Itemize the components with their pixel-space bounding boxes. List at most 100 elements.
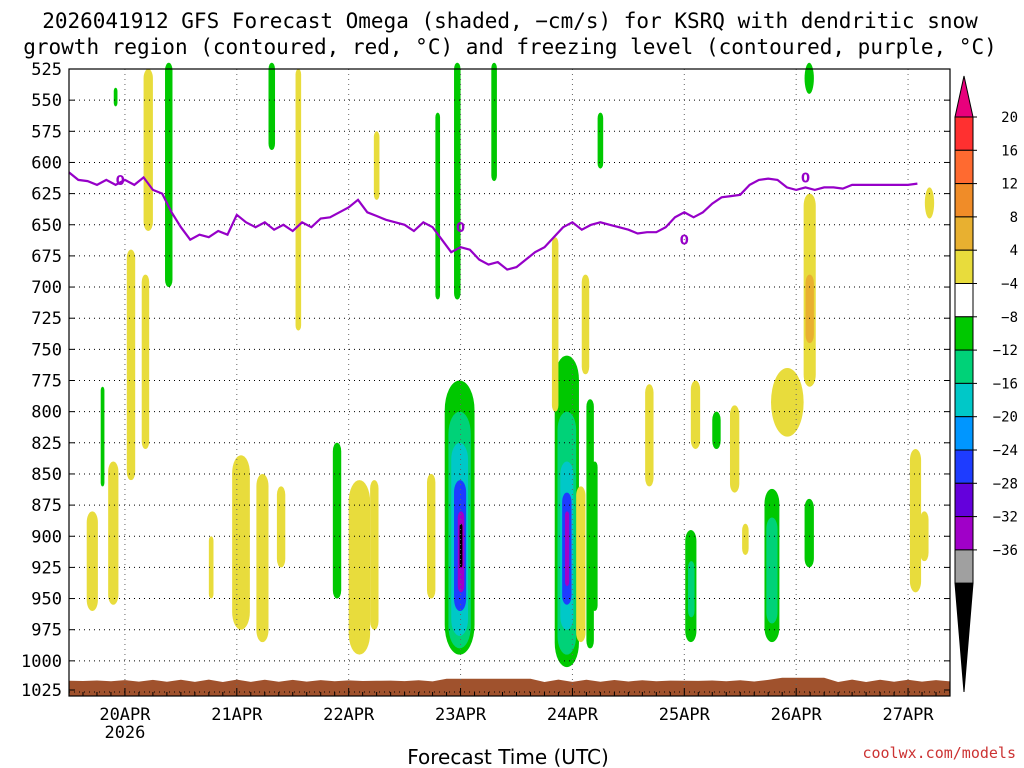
omega-shading (86, 62, 935, 668)
omega-feature (712, 411, 721, 450)
omega-feature (208, 536, 214, 599)
chart-title-line2: growth region (contoured, red, °C) and f… (23, 35, 997, 59)
chart-title-line1: 2026041912 GFS Forecast Omega (shaded, −… (42, 9, 978, 33)
omega-feature (126, 249, 136, 481)
omega-feature (143, 69, 153, 231)
freezing-level-label: 0 (456, 221, 465, 236)
omega-feature (729, 405, 740, 493)
omega-feature (564, 511, 570, 587)
colorbar-label: −16 (993, 376, 1018, 392)
colorbar-segment (954, 516, 974, 551)
y-tick-label: 900 (31, 527, 62, 547)
y-tick-label: 700 (31, 278, 62, 298)
colorbar-label: 4 (1010, 243, 1018, 259)
y-tick-label: 675 (31, 247, 62, 267)
omega-feature (370, 480, 379, 630)
freezing-level-contour: 0 0 0 0 (68, 171, 918, 271)
colorbar-segment (954, 216, 974, 251)
omega-feature (295, 69, 302, 331)
omega-feature (645, 384, 654, 487)
y-tick-label: 825 (31, 434, 62, 454)
freezing-level-label: 0 (116, 174, 125, 189)
grid (69, 69, 950, 696)
y-tick-label: 650 (31, 216, 62, 236)
omega-feature (576, 486, 586, 643)
omega-feature (332, 442, 342, 599)
colorbar-segment (954, 283, 974, 318)
y-tick-label: 1000 (21, 652, 62, 672)
x-tick-label: 22APR (323, 705, 375, 725)
omega-feature (165, 62, 173, 288)
colorbar-segment (954, 349, 974, 384)
omega-feature (766, 517, 778, 624)
freezing-level-line (68, 171, 918, 271)
y-tick-label: 725 (31, 309, 62, 329)
omega-feature (100, 386, 105, 487)
colorbar-label: −4 (1001, 277, 1018, 293)
omega-feature (551, 237, 559, 412)
omega-feature (113, 87, 118, 107)
y-tick-label: 750 (31, 340, 62, 360)
y-tick-label: 950 (31, 590, 62, 610)
freezing-level-label: 0 (680, 234, 689, 249)
colorbar-segment (954, 549, 974, 584)
y-tick-label: 925 (31, 558, 62, 578)
y-tick-label: 600 (31, 153, 62, 173)
colorbar-label: 16 (1001, 143, 1018, 159)
omega-feature (491, 62, 497, 182)
x-tick-label: 26APR (771, 705, 823, 725)
omega-feature (108, 461, 119, 605)
terrain (69, 677, 950, 696)
colorbar: 20 16 12 8 4 −4 −8 −12 −16 −20 −24 −28 −32 −36 (954, 75, 1018, 693)
colorbar-segment (954, 482, 974, 518)
y-tick-label: 875 (31, 496, 62, 516)
omega-feature (268, 62, 276, 150)
omega-feature (688, 561, 695, 618)
omega-feature (454, 62, 461, 300)
colorbar-segment (954, 449, 974, 484)
x-tick-label: 23APR (435, 705, 487, 725)
colorbar-segment (954, 316, 974, 351)
omega-feature (597, 112, 604, 169)
y-tick-label: 775 (31, 372, 62, 392)
colorbar-label: −24 (993, 443, 1018, 459)
freezing-level-label: 0 (801, 171, 810, 186)
x-tick-label: 20APR (99, 705, 151, 725)
colorbar-segment (954, 183, 974, 218)
omega-feature (276, 486, 286, 568)
colorbar-segment (954, 382, 974, 418)
omega-feature (909, 449, 922, 593)
colorbar-segment (954, 249, 974, 284)
colorbar-arrow-top (954, 75, 974, 118)
terrain-fill (69, 677, 950, 696)
omega-feature (805, 274, 814, 344)
omega-feature (86, 511, 98, 612)
colorbar-segment (954, 416, 974, 451)
colorbar-label: −20 (993, 410, 1018, 426)
x-tick-sublabel: 2026 (104, 723, 145, 743)
site-credit[interactable]: coolwx.com/models (862, 744, 1016, 762)
x-tick-label: 21APR (211, 705, 263, 725)
colorbar-label: −28 (993, 476, 1018, 492)
x-axis-label: Forecast Time (UTC) (407, 745, 609, 768)
y-tick-label: 575 (31, 122, 62, 142)
x-tick-label: 25APR (659, 705, 711, 725)
x-tick-label: 24APR (547, 705, 599, 725)
omega-feature (435, 112, 441, 300)
omega-feature (256, 473, 269, 643)
colorbar-label: −32 (993, 510, 1018, 526)
y-tick-label: 525 (31, 60, 62, 80)
y-tick-label: 550 (31, 91, 62, 111)
colorbar-segment (954, 116, 974, 151)
y-tick-label: 800 (31, 403, 62, 423)
colorbar-label: 12 (1001, 177, 1018, 193)
y-tick-label: 975 (31, 621, 62, 641)
omega-feature (742, 523, 749, 555)
omega-feature (804, 62, 814, 94)
y-tick-label: 1025 (21, 681, 62, 701)
colorbar-arrow-bottom (954, 582, 974, 693)
colorbar-label: −12 (993, 343, 1018, 359)
y-tick-label: 850 (31, 465, 62, 485)
omega-feature (690, 380, 701, 450)
